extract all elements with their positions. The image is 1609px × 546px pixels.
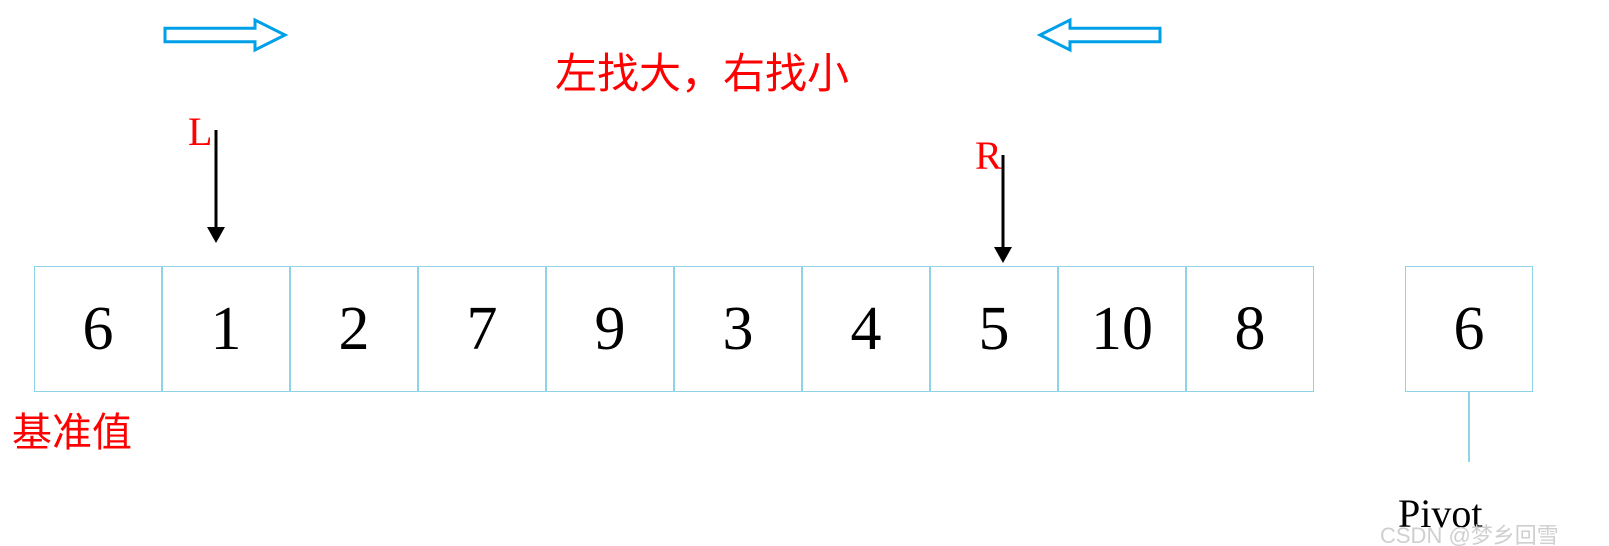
pivot-connector-icon [0,0,1609,546]
watermark: CSDN @梦乡回雪 [1380,518,1559,546]
baseline-label: 基准值 [12,400,132,458]
